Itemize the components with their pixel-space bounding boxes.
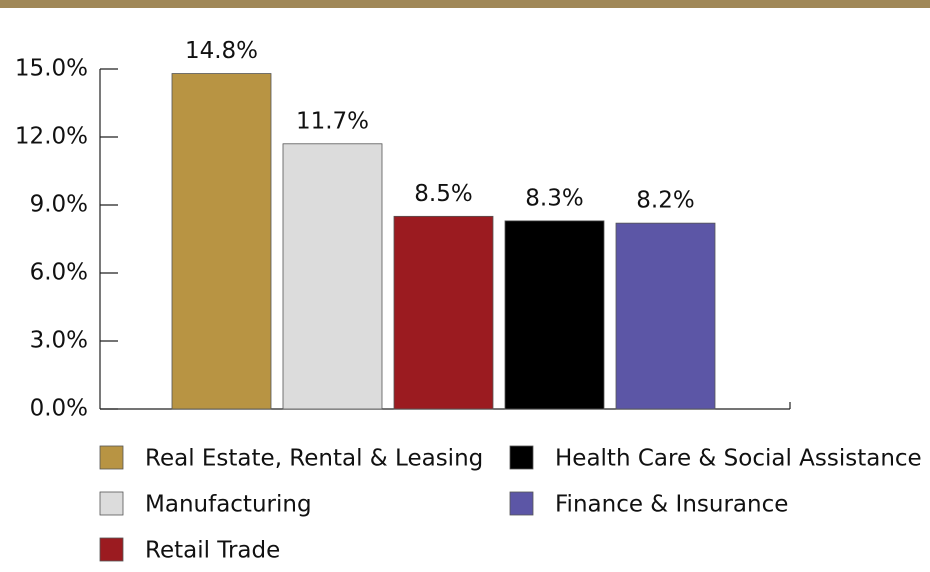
top-band [0, 0, 930, 8]
value-label: 8.3% [525, 185, 583, 211]
value-label: 14.8% [185, 38, 258, 64]
bar [504, 220, 605, 410]
y-tick-label: 3.0% [30, 328, 88, 354]
y-tick-label: 9.0% [30, 192, 88, 218]
legend-swatch [99, 445, 124, 470]
legend-label: Finance & Insurance [555, 492, 788, 518]
legend-label: Health Care & Social Assistance [555, 446, 922, 472]
y-tick-label: 0.0% [30, 396, 88, 422]
y-tick-label: 15.0% [15, 56, 88, 82]
bar [171, 73, 272, 410]
legend-label: Retail Trade [145, 538, 280, 564]
legend-swatch [509, 445, 534, 470]
legend-label: Real Estate, Rental & Leasing [145, 446, 483, 472]
legend-label: Manufacturing [145, 492, 312, 518]
bar [393, 215, 494, 410]
value-label: 8.2% [636, 188, 694, 214]
bar [282, 143, 383, 410]
y-tick-label: 12.0% [15, 124, 88, 150]
legend-swatch [99, 537, 124, 562]
legend-swatch [99, 491, 124, 516]
value-label: 11.7% [296, 108, 369, 134]
bar [615, 222, 716, 410]
value-label: 8.5% [414, 181, 472, 207]
legend-swatch [509, 491, 534, 516]
y-tick-label: 6.0% [30, 260, 88, 286]
